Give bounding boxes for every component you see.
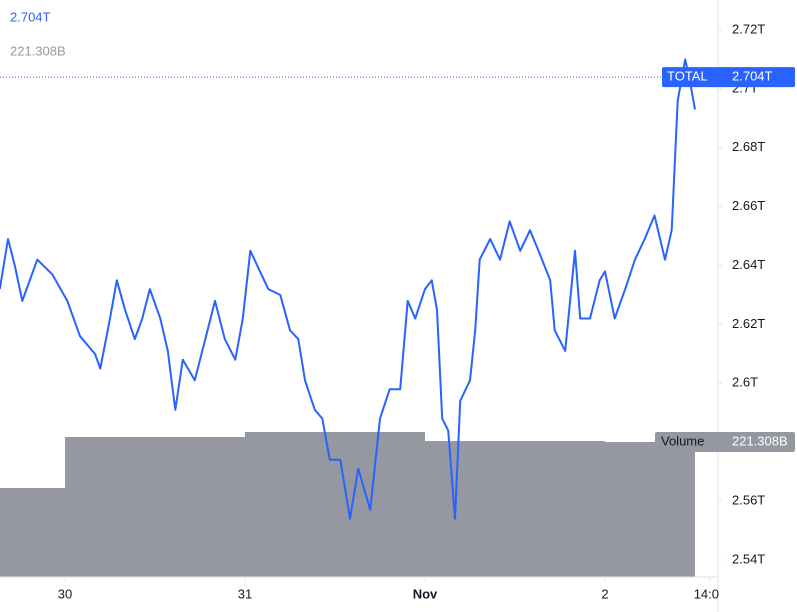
- x-tick-label: 31: [238, 586, 252, 601]
- price-axis-corner: [719, 578, 797, 612]
- price-axis-panel: [718, 0, 797, 612]
- price-line: [0, 58, 696, 520]
- plot-area: [0, 58, 696, 577]
- volume-bar: [245, 432, 425, 577]
- price-tag-name: TOTAL: [667, 69, 708, 84]
- axes: 2.72T2.7T2.68T2.66T2.64T2.62T2.6T2.58T2.…: [58, 21, 797, 612]
- y-tick-label: 2.68T: [732, 139, 765, 154]
- y-tick-label: 2.54T: [732, 551, 765, 566]
- legend-total-value: 2.704T: [10, 9, 51, 24]
- volume-bar: [65, 437, 246, 577]
- y-tick-label: 2.62T: [732, 316, 765, 331]
- price-tag: [662, 67, 795, 88]
- volume-bar: [0, 488, 66, 577]
- volume-tag: [655, 432, 795, 453]
- y-tick-label: 2.56T: [732, 492, 765, 507]
- x-tick-label: Nov: [413, 586, 438, 601]
- volume-bar: [424, 441, 605, 577]
- y-tick-label: 2.72T: [732, 21, 765, 36]
- volume-bar: [604, 442, 695, 577]
- volume-tag-value: 221.308B: [732, 433, 788, 448]
- y-tick-label: 2.66T: [732, 198, 765, 213]
- y-tick-label: 2.6T: [732, 375, 758, 390]
- legend-volume-value: 221.308B: [10, 43, 66, 58]
- x-tick-label: 30: [58, 586, 72, 601]
- volume-tag-name: Volume: [661, 433, 704, 448]
- x-tick-label: 14:00: [694, 586, 727, 601]
- x-tick-label: 2: [601, 586, 608, 601]
- price-tag-value: 2.704T: [732, 69, 773, 84]
- y-tick-label: 2.64T: [732, 257, 765, 272]
